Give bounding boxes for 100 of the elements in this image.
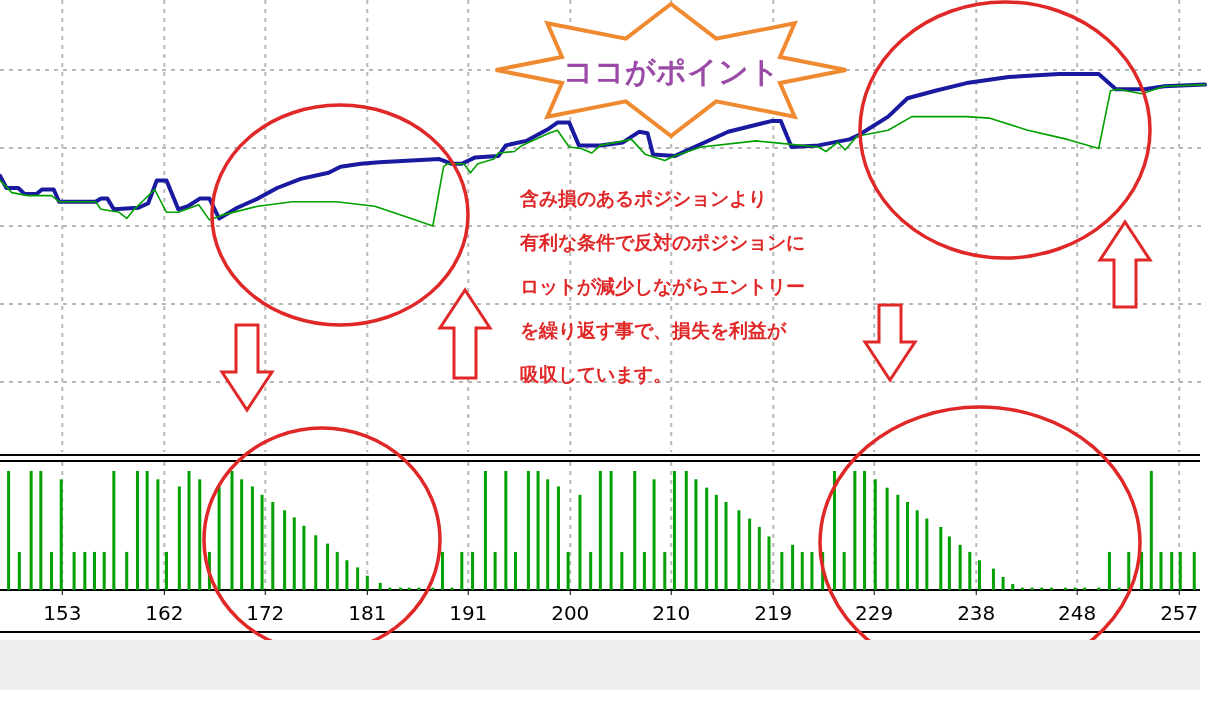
text: を繰り返す事で、損失を利益が (520, 319, 787, 341)
bar (800, 551, 804, 590)
bar (125, 551, 129, 590)
bar (873, 479, 877, 590)
bar (83, 551, 87, 590)
bar (471, 551, 475, 590)
bar (1159, 551, 1163, 590)
bar (767, 536, 771, 590)
bar (187, 471, 191, 590)
annotation: 含み損のあるポジションより (519, 187, 767, 209)
text: ロットが減少しながらエントリー (520, 275, 805, 297)
bar (356, 567, 360, 590)
bar (240, 479, 244, 590)
bar (365, 575, 369, 590)
bar (177, 486, 181, 590)
x-tick-label: 181 (348, 601, 387, 625)
bar (968, 551, 972, 590)
bar (283, 510, 287, 590)
bar (483, 471, 487, 590)
bar (335, 551, 339, 590)
bar (50, 551, 54, 590)
bar (791, 544, 795, 590)
bar (217, 486, 221, 590)
bar (780, 551, 784, 590)
bar (642, 551, 646, 590)
bar (672, 471, 676, 590)
bar (164, 551, 168, 590)
x-tick-label: 257 (1160, 601, 1199, 625)
x-tick-label: 248 (1058, 601, 1097, 625)
bar (810, 551, 814, 590)
bar (947, 536, 951, 590)
bar (578, 494, 582, 590)
bar (633, 471, 637, 590)
bar (504, 471, 508, 590)
bar (156, 479, 160, 590)
bar (72, 551, 76, 590)
x-tick-label: 219 (754, 601, 793, 625)
bar (863, 471, 867, 590)
bar (135, 471, 139, 590)
bar (915, 510, 919, 590)
bar (460, 551, 464, 590)
bar (250, 486, 254, 590)
bar (1127, 551, 1131, 590)
bar (714, 494, 718, 590)
bar (17, 551, 21, 590)
bar (885, 487, 889, 590)
bar (1001, 576, 1005, 590)
bar (589, 551, 593, 590)
bar (230, 471, 234, 590)
bar (694, 479, 698, 590)
text: 有利な条件で反対のポジションに (519, 231, 805, 253)
x-tick-label: 210 (652, 601, 691, 625)
bar (939, 526, 943, 590)
bar (566, 551, 570, 590)
bar (906, 501, 910, 590)
bar (29, 471, 33, 590)
bar (977, 560, 981, 590)
x-tick-label: 162 (145, 601, 184, 625)
bar (1170, 551, 1174, 590)
annotation: ココがポイント (562, 54, 780, 89)
bar (1149, 471, 1153, 590)
bar (314, 535, 318, 590)
x-tick-label: 238 (957, 601, 996, 625)
bar (925, 518, 929, 590)
bar (1178, 551, 1182, 590)
bar (326, 543, 330, 590)
bar (853, 471, 857, 590)
bar (842, 551, 846, 590)
bar (260, 494, 264, 590)
bar (378, 582, 382, 590)
bar (1011, 584, 1015, 590)
bar (609, 471, 613, 590)
bar (536, 471, 540, 590)
bar (93, 551, 97, 590)
bar (1107, 551, 1111, 590)
bar (112, 471, 116, 590)
bar (832, 471, 836, 590)
bar (620, 551, 624, 590)
bar (705, 487, 709, 590)
x-tick-label: 153 (43, 601, 82, 625)
bar (7, 471, 11, 590)
bar (440, 551, 444, 590)
bar (663, 551, 667, 590)
bar (302, 525, 306, 590)
bar (991, 568, 995, 590)
bar (514, 551, 518, 590)
bar (526, 471, 530, 590)
bar (757, 526, 761, 590)
x-tick-label: 172 (246, 601, 285, 625)
bar (345, 560, 349, 590)
bar (598, 471, 602, 590)
bar (724, 501, 728, 590)
bar (748, 518, 752, 590)
bar (1192, 551, 1196, 590)
x-tick-label: 200 (551, 601, 590, 625)
bar (59, 479, 63, 590)
bar (39, 471, 43, 590)
bar (737, 510, 741, 590)
bar (102, 551, 106, 590)
bar (896, 494, 900, 590)
